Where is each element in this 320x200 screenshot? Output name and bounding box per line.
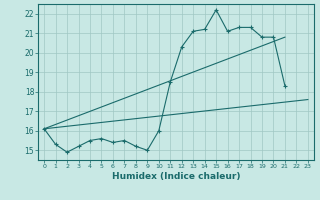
X-axis label: Humidex (Indice chaleur): Humidex (Indice chaleur) — [112, 172, 240, 181]
